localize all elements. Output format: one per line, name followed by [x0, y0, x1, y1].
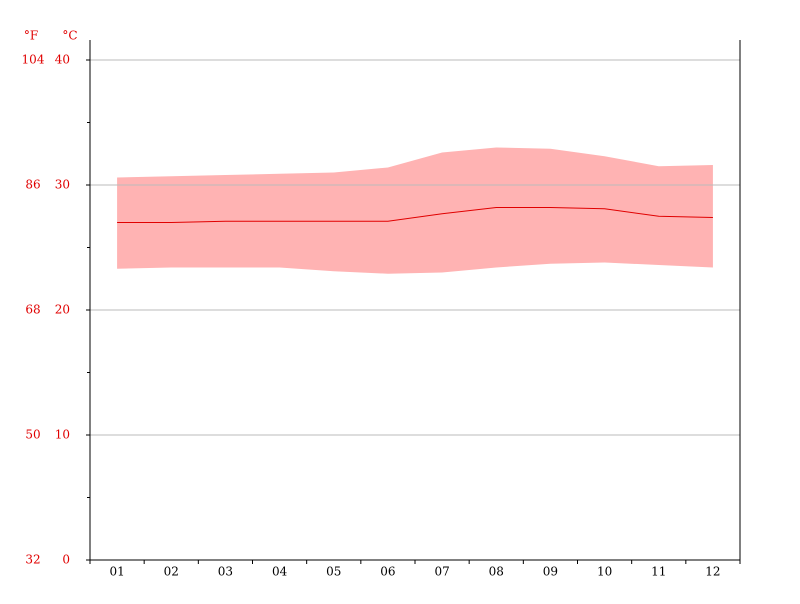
x-tick-label: 04 — [272, 565, 288, 579]
x-tick-label: 02 — [164, 565, 179, 579]
y2-tick-label: 32 — [25, 553, 40, 567]
x-tick-label: 06 — [380, 565, 395, 579]
x-tick-label: 05 — [326, 565, 341, 579]
x-tick-label: 01 — [109, 565, 124, 579]
y2-tick-label: 50 — [25, 428, 40, 442]
mean-line — [117, 207, 713, 223]
y2-tick-label: 68 — [25, 303, 40, 317]
y-tick-label: 30 — [55, 178, 70, 192]
temperature-range — [117, 147, 713, 274]
x-tick-label: 10 — [597, 565, 612, 579]
y2-tick-label: 104 — [22, 53, 45, 67]
x-tick-label: 09 — [543, 565, 558, 579]
y-tick-label: 0 — [62, 553, 70, 567]
x-tick-label: 08 — [489, 565, 504, 579]
y-tick-label: 10 — [55, 428, 70, 442]
x-tick-label: 03 — [218, 565, 233, 579]
y-tick-label: 20 — [55, 303, 70, 317]
y-tick-label: 40 — [55, 53, 70, 67]
y-axis-label: °C — [62, 29, 77, 43]
x-tick-label: 07 — [434, 565, 449, 579]
y2-tick-label: 86 — [25, 178, 40, 192]
y2-axis-label: °F — [24, 29, 38, 43]
x-tick-label: 12 — [705, 565, 720, 579]
x-tick-label: 11 — [651, 565, 666, 579]
